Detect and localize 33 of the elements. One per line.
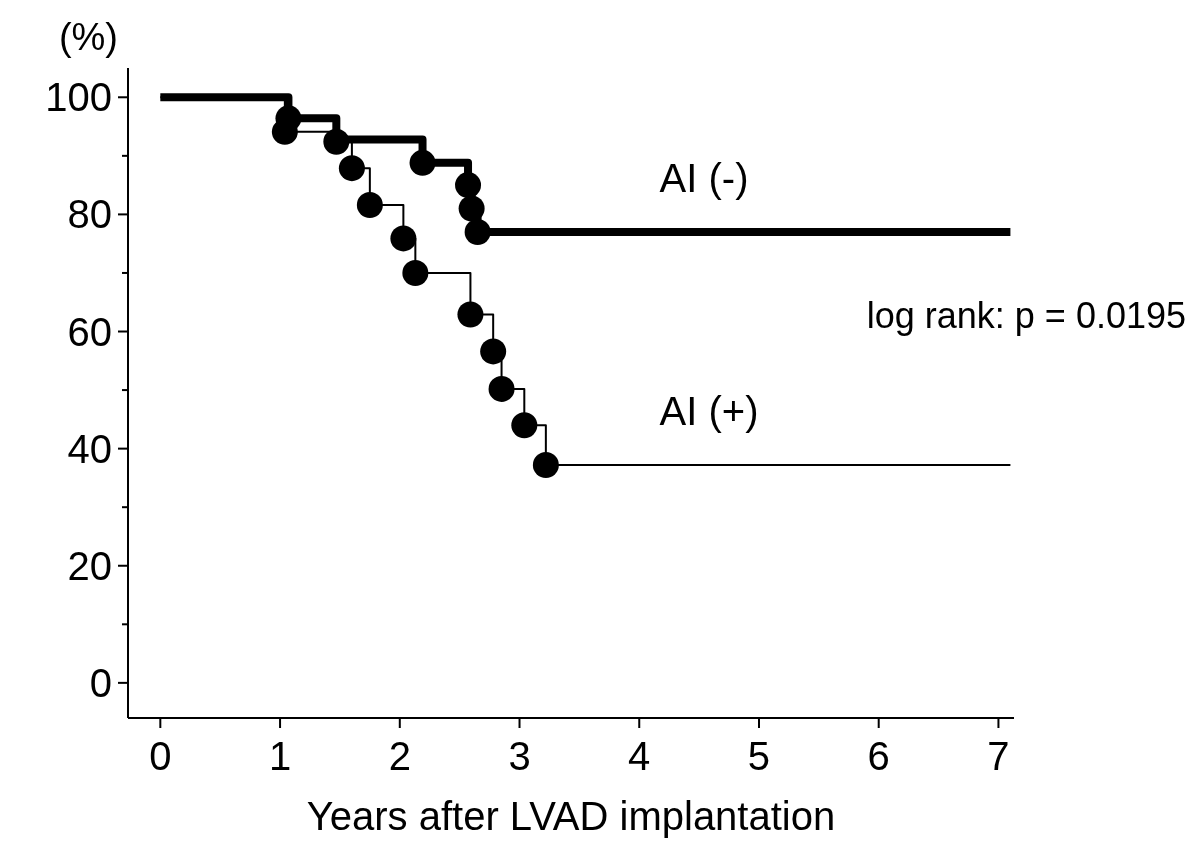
point xyxy=(511,412,538,439)
point xyxy=(390,225,417,252)
x-axis-title: Years after LVAD implantation xyxy=(306,794,836,838)
point xyxy=(488,375,515,402)
x-tick-label: 7 xyxy=(987,734,1010,778)
x-tick-label: 1 xyxy=(268,734,292,778)
y-axis-title: (%) xyxy=(58,16,118,58)
y-tick-label: 0 xyxy=(89,660,112,705)
x-tick-label: 2 xyxy=(388,734,411,778)
point xyxy=(455,172,482,199)
point xyxy=(458,195,485,222)
point xyxy=(323,128,350,155)
series-label: AI (+) xyxy=(659,389,759,434)
x-tick-label: 5 xyxy=(747,734,771,778)
annotation: log rank: p = 0.0195 xyxy=(866,295,1186,336)
y-tick-label: 40 xyxy=(67,426,112,471)
point xyxy=(402,259,429,286)
point xyxy=(532,452,559,479)
y-tick-label: 100 xyxy=(45,75,112,120)
x-tick-label: 6 xyxy=(867,734,890,778)
point xyxy=(338,155,365,182)
series-label: AI (-) xyxy=(659,155,749,200)
x-tick-label: 0 xyxy=(149,734,172,778)
point xyxy=(464,218,491,245)
point xyxy=(480,338,507,365)
point xyxy=(409,149,436,176)
x-tick-label: 3 xyxy=(508,734,531,778)
point xyxy=(356,192,383,219)
x-tick-label: 4 xyxy=(628,734,651,778)
point xyxy=(457,301,484,328)
y-tick-label: 60 xyxy=(67,309,112,354)
y-tick-label: 80 xyxy=(67,192,112,237)
y-tick-label: 20 xyxy=(67,543,112,588)
